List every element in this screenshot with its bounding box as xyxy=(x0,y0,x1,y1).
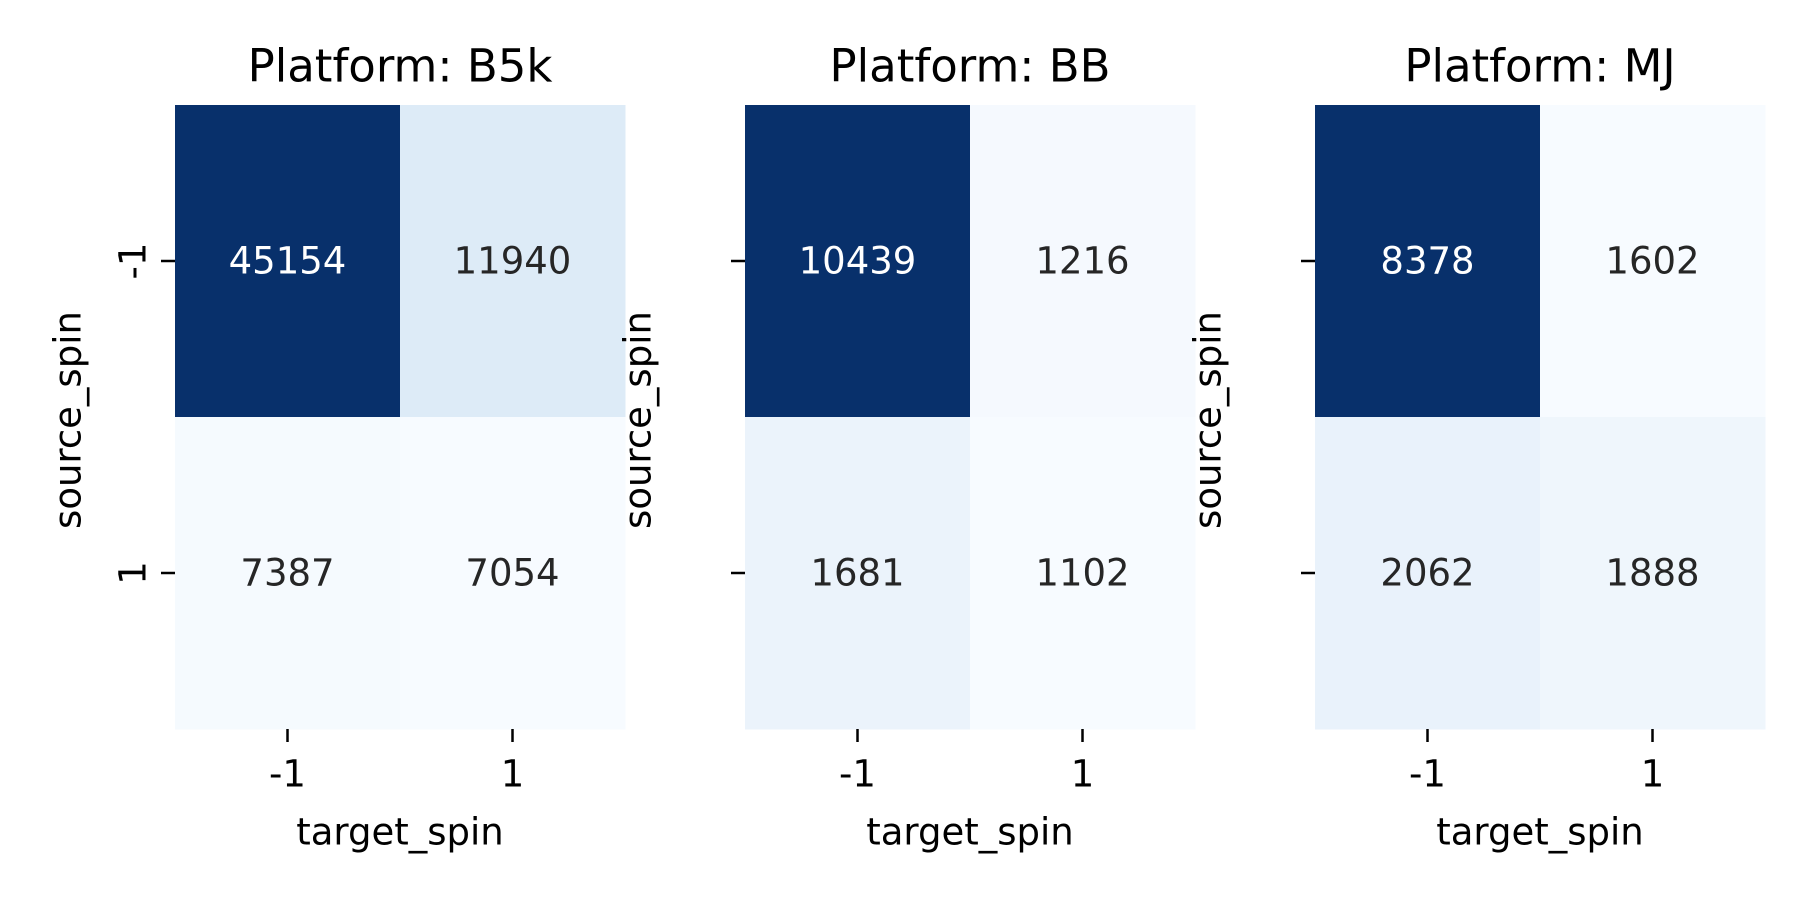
panel-title: Platform: BB xyxy=(830,40,1111,93)
heatmap-cell xyxy=(400,105,626,418)
heatmap-cell xyxy=(175,417,401,730)
y-tick-label: 1 xyxy=(112,561,155,585)
panel-title: Platform: B5k xyxy=(248,40,553,93)
heatmap-cell xyxy=(1315,105,1541,418)
cell-value-label: 1602 xyxy=(1605,240,1699,283)
x-tick-label: 1 xyxy=(501,753,525,796)
heatmap-cell xyxy=(1540,105,1766,418)
heatmap-cell xyxy=(745,417,971,730)
heatmap-panel-1: 45154 11940 7387 7054 Platform: B5k -1 1 target… xyxy=(47,40,626,854)
cell-value-label: 1102 xyxy=(1035,552,1129,595)
x-axis-label: target_spin xyxy=(866,811,1074,854)
cell-value-label: 2062 xyxy=(1380,552,1474,595)
cell-value-label: 1216 xyxy=(1035,240,1129,283)
heatmap-cell xyxy=(400,417,626,730)
cell-value-label: 10439 xyxy=(799,240,917,283)
cell-value-label: 45154 xyxy=(229,240,347,283)
x-axis-label: target_spin xyxy=(296,811,504,854)
cell-value-label: 1681 xyxy=(810,552,904,595)
heatmap-panel-3: 8378 1602 2062 1888 Platform: MJ -1 1 target_sp… xyxy=(1187,40,1766,854)
y-axis-label: source_spin xyxy=(47,311,90,529)
cell-value-label: 7054 xyxy=(465,552,559,595)
heatmap-cell xyxy=(970,105,1196,418)
panel-title: Platform: MJ xyxy=(1404,40,1675,93)
x-tick-label: 1 xyxy=(1071,753,1095,796)
y-tick-label: -1 xyxy=(112,243,155,280)
cell-value-label: 8378 xyxy=(1380,240,1474,283)
x-tick-label: -1 xyxy=(1409,753,1446,796)
cell-value-label: 7387 xyxy=(240,552,334,595)
cell-value-label: 1888 xyxy=(1605,552,1699,595)
heatmap-cell xyxy=(745,105,971,418)
heatmap-cell xyxy=(1540,417,1766,730)
x-tick-label: -1 xyxy=(269,753,306,796)
x-tick-label: -1 xyxy=(839,753,876,796)
heatmap-panel-2: 10439 1216 1681 1102 Platform: BB -1 1 target_s… xyxy=(617,40,1196,854)
y-axis-label: source_spin xyxy=(1187,311,1230,529)
x-axis-label: target_spin xyxy=(1436,811,1644,854)
heatmap-cell xyxy=(175,105,401,418)
x-tick-label: 1 xyxy=(1641,753,1665,796)
heatmap-cell xyxy=(970,417,1196,730)
heatmap-panels: 45154 11940 7387 7054 Platform: B5k -1 1 target… xyxy=(47,40,1766,854)
cell-value-label: 11940 xyxy=(454,240,572,283)
heatmap-cell xyxy=(1315,417,1541,730)
y-axis-label: source_spin xyxy=(617,311,660,529)
